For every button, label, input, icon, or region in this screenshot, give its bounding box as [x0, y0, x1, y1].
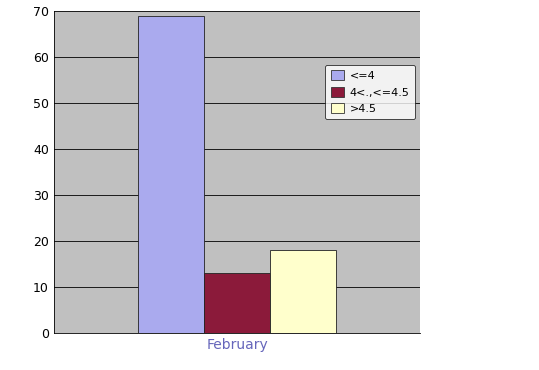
- Legend: <=4, 4<.,<=4.5, >4.5: <=4, 4<.,<=4.5, >4.5: [325, 65, 415, 120]
- Bar: [204, 273, 270, 333]
- Bar: [138, 16, 204, 333]
- Bar: [270, 250, 336, 333]
